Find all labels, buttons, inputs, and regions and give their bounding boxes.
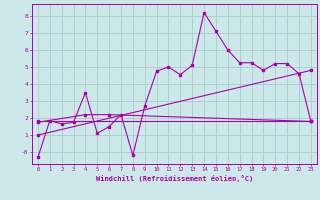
- X-axis label: Windchill (Refroidissement éolien,°C): Windchill (Refroidissement éolien,°C): [96, 175, 253, 182]
